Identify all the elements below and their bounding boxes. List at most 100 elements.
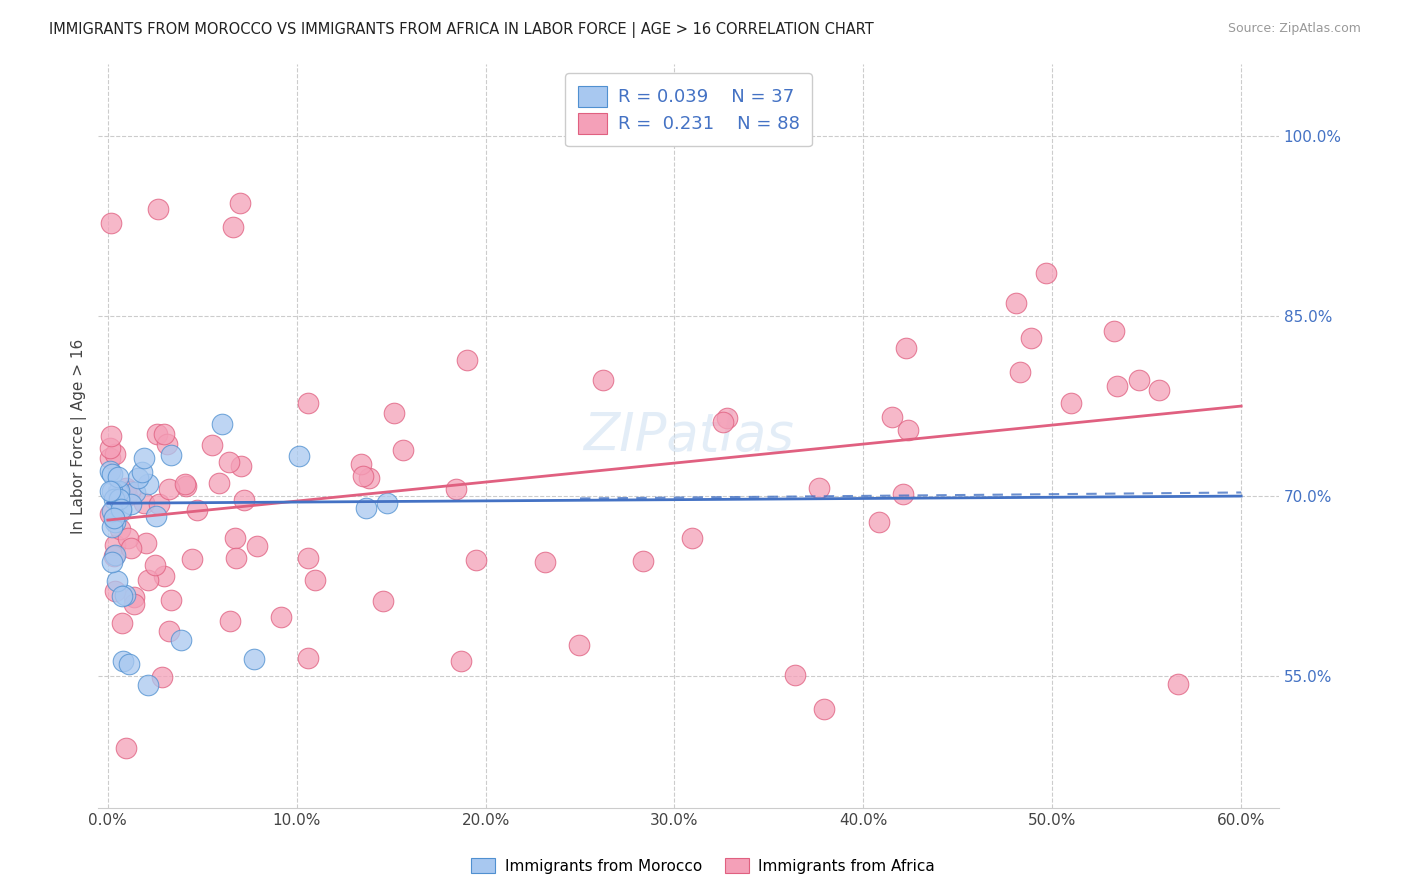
Point (124, 485, 146, 500)
Point (115, 489, 138, 503)
Point (592, 373, 614, 387)
Point (897, 423, 920, 437)
Point (98, 442, 121, 456)
Point (148, 202, 170, 216)
Point (783, 668, 806, 682)
Point (384, 406, 406, 420)
Point (100, 484, 122, 499)
Point (122, 597, 145, 611)
Point (568, 639, 591, 653)
Point (225, 551, 247, 566)
Point (221, 219, 243, 234)
Point (352, 469, 374, 483)
Point (114, 588, 136, 602)
Point (211, 417, 233, 431)
Point (218, 615, 240, 629)
Point (157, 482, 180, 496)
Point (111, 616, 134, 631)
Point (100, 428, 122, 442)
Point (145, 427, 167, 442)
Point (181, 552, 204, 566)
Point (533, 555, 555, 569)
Point (304, 573, 326, 587)
Point (118, 657, 141, 671)
Point (153, 568, 176, 582)
Point (111, 589, 134, 603)
Point (450, 654, 472, 668)
Point (131, 465, 153, 479)
Point (157, 624, 180, 639)
Point (354, 500, 377, 515)
Point (807, 481, 830, 495)
Point (110, 501, 132, 516)
Point (159, 593, 181, 607)
Point (1021, 331, 1043, 345)
Point (716, 410, 738, 425)
Point (104, 516, 127, 530)
Point (228, 195, 250, 210)
Point (138, 677, 160, 691)
Text: ZIPatlas: ZIPatlas (583, 410, 794, 462)
Point (101, 504, 124, 518)
Point (108, 492, 131, 507)
Point (98, 508, 121, 522)
Point (104, 584, 127, 599)
Point (101, 555, 124, 569)
Point (134, 450, 156, 465)
Legend: Immigrants from Morocco, Immigrants from Africa: Immigrants from Morocco, Immigrants from… (465, 852, 941, 880)
Point (297, 395, 319, 409)
Point (224, 531, 246, 545)
Text: Source: ZipAtlas.com: Source: ZipAtlas.com (1227, 22, 1361, 36)
Point (148, 497, 170, 511)
Point (101, 467, 124, 482)
Point (135, 536, 157, 550)
Point (104, 538, 127, 552)
Legend: R = 0.039    N = 37, R =  0.231    N = 88: R = 0.039 N = 37, R = 0.231 N = 88 (565, 73, 813, 146)
Point (1102, 325, 1125, 339)
Point (100, 520, 122, 534)
Point (297, 551, 319, 566)
Point (200, 438, 222, 452)
Point (631, 554, 654, 568)
Point (350, 457, 373, 471)
Point (713, 415, 735, 429)
Point (174, 479, 197, 493)
Point (288, 449, 311, 463)
Point (297, 650, 319, 665)
Point (1167, 677, 1189, 691)
Point (143, 558, 166, 572)
Point (120, 497, 142, 511)
Point (218, 455, 240, 469)
Point (136, 573, 159, 587)
Point (169, 633, 191, 648)
Point (357, 471, 380, 485)
Point (124, 591, 146, 605)
Point (111, 654, 134, 668)
Point (105, 574, 128, 588)
Point (107, 485, 129, 500)
Point (127, 471, 149, 485)
Point (110, 504, 132, 518)
Point (392, 442, 415, 457)
Point (120, 541, 142, 555)
Point (465, 553, 488, 567)
Point (229, 459, 252, 474)
Point (894, 342, 917, 356)
Point (103, 492, 125, 507)
Point (156, 437, 179, 451)
Point (103, 510, 125, 524)
Point (104, 548, 127, 562)
Point (270, 609, 292, 624)
Point (117, 531, 139, 545)
Point (100, 216, 122, 230)
Point (232, 493, 254, 508)
Point (246, 540, 269, 554)
Point (1147, 384, 1170, 398)
Point (108, 522, 131, 536)
Point (103, 549, 125, 563)
Point (174, 477, 197, 491)
Point (186, 502, 208, 516)
Point (1004, 295, 1026, 310)
Point (100, 484, 122, 499)
Point (98, 464, 121, 478)
